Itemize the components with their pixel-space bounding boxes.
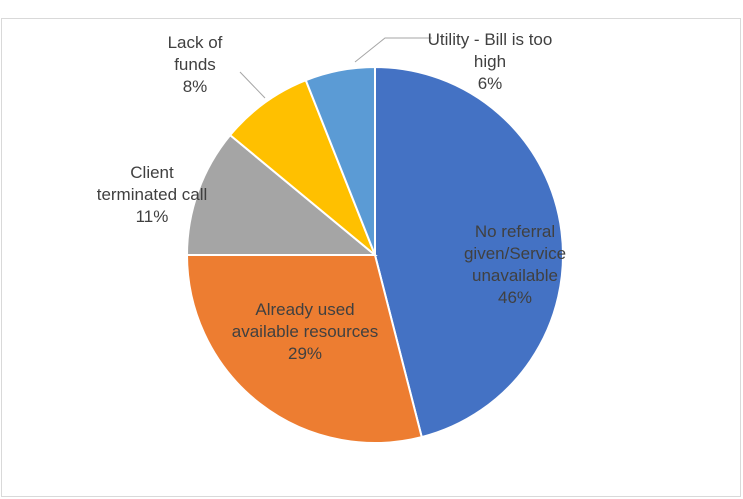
label-box: Utility - Bill is too high 6% <box>415 7 565 117</box>
data-label: Already used available resources 29% <box>230 277 380 387</box>
data-label: No referral given/Service unavailable 46% <box>440 210 590 320</box>
value-label: 29% <box>287 344 323 363</box>
pie-slice <box>228 78 376 256</box>
category-label: Utility - Bill is too high <box>427 30 553 71</box>
category-label: Already used available resources <box>231 300 379 341</box>
leader-line <box>354 37 432 63</box>
label-box: Already used available resources 29% <box>230 277 380 387</box>
label-box: No referral given/Service unavailable 46% <box>440 210 590 320</box>
label-box: Client terminated call 11% <box>92 140 212 250</box>
value-label: 46% <box>497 288 533 307</box>
pie-slice <box>185 254 423 444</box>
pie-slice <box>185 133 378 256</box>
data-label: Utility - Bill is too high 6% <box>415 7 565 117</box>
value-label: 6% <box>477 74 503 93</box>
category-label: Lack of funds <box>167 33 223 74</box>
value-label: 11% <box>135 207 169 226</box>
pie-slice <box>304 65 376 256</box>
pie-slice <box>374 65 564 439</box>
category-label: No referral given/Service unavailable <box>463 222 567 285</box>
label-box: Lack of funds 8% <box>145 10 245 120</box>
data-label: Client terminated call 11% <box>92 140 212 250</box>
value-label: 8% <box>182 77 208 96</box>
category-label: Client terminated call <box>96 163 208 204</box>
leader-line <box>239 71 266 99</box>
data-label: Lack of funds 8% <box>145 10 245 120</box>
